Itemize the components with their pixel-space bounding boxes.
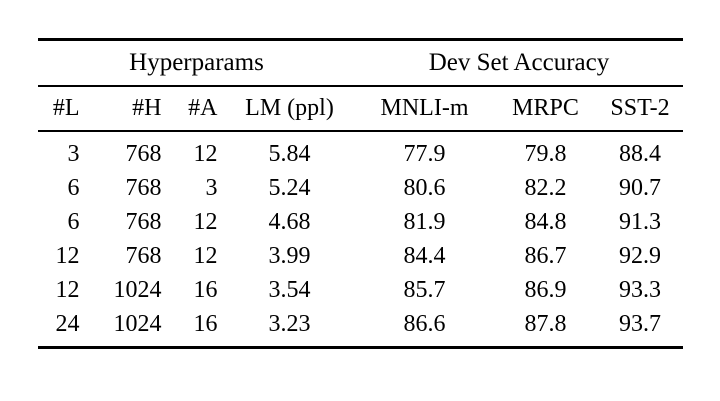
table-cell: 84.8 bbox=[524, 209, 567, 235]
table-cell: 6 bbox=[67, 175, 80, 201]
table-cell: 768 bbox=[125, 141, 162, 167]
group-header-row: Hyperparams Dev Set Accuracy bbox=[37, 39, 683, 87]
table-cell: 768 bbox=[125, 243, 162, 269]
table-cell: 3.23 bbox=[268, 311, 311, 337]
table-cell: 24 bbox=[55, 311, 80, 337]
column-header-lm-ppl: LM (ppl) bbox=[223, 86, 356, 132]
column-header-mrpc: MRPC bbox=[493, 86, 598, 132]
table-cell: 90.7 bbox=[619, 175, 661, 201]
column-header-hidden: #H bbox=[85, 86, 168, 132]
table-cell: 768 bbox=[125, 175, 162, 201]
table-cell: 3 bbox=[67, 141, 80, 167]
table-cell: 86.6 bbox=[403, 311, 446, 337]
table-cell: 12 bbox=[55, 277, 80, 303]
table-cell: 12 bbox=[193, 209, 218, 235]
table-cell: 87.8 bbox=[524, 311, 567, 337]
table-row: 6 768 12 4.68 81.9 84.8 91.3 bbox=[38, 205, 683, 239]
table-cell: 86.7 bbox=[524, 243, 567, 269]
group-header-hyperparams: Hyperparams bbox=[37, 39, 356, 87]
column-header-row: #L #H #A LM (ppl) MNLI-m MRPC SST-2 bbox=[37, 86, 683, 132]
table-cell: 92.9 bbox=[619, 243, 661, 269]
table-cell: 3 bbox=[205, 175, 218, 201]
table-cell: 91.3 bbox=[619, 209, 661, 235]
table-cell: 1024 bbox=[113, 311, 162, 337]
results-table: Hyperparams Dev Set Accuracy #L #H #A LM… bbox=[37, 38, 683, 349]
table-cell: 16 bbox=[193, 311, 218, 337]
table-cell: 79.8 bbox=[524, 141, 567, 167]
table-cell: 82.2 bbox=[524, 175, 567, 201]
table-cell: 77.9 bbox=[403, 141, 446, 167]
table-cell: 16 bbox=[193, 277, 218, 303]
table-row: 3 768 12 5.84 77.9 79.8 88.4 bbox=[38, 131, 683, 171]
table-cell: 81.9 bbox=[403, 209, 446, 235]
table-cell: 4.68 bbox=[268, 209, 311, 235]
page: Hyperparams Dev Set Accuracy #L #H #A LM… bbox=[0, 38, 720, 401]
table-cell: 3.99 bbox=[268, 243, 311, 269]
table-cell: 768 bbox=[125, 209, 162, 235]
table-row: 12 768 12 3.99 84.4 86.7 92.9 bbox=[38, 239, 683, 273]
column-header-attn: #A bbox=[167, 86, 224, 132]
column-header-mnli-m: MNLI-m bbox=[355, 86, 494, 132]
table-cell: 80.6 bbox=[403, 175, 446, 201]
table-cell: 84.4 bbox=[403, 243, 446, 269]
table-cell: 86.9 bbox=[524, 277, 567, 303]
table-cell: 6 bbox=[67, 209, 80, 235]
column-header-sst2: SST-2 bbox=[597, 86, 683, 132]
table-cell: 12 bbox=[193, 141, 218, 167]
table-cell: 5.24 bbox=[268, 175, 311, 201]
table-row: 12 1024 16 3.54 85.7 86.9 93.3 bbox=[38, 273, 683, 307]
table-row: 6 768 3 5.24 80.6 82.2 90.7 bbox=[38, 171, 683, 205]
table-cell: 85.7 bbox=[403, 277, 446, 303]
table-cell: 1024 bbox=[113, 277, 162, 303]
column-header-layers: #L bbox=[37, 86, 86, 132]
table-cell: 3.54 bbox=[268, 277, 311, 303]
table-row: 24 1024 16 3.23 86.6 87.8 93.7 bbox=[38, 307, 683, 348]
table-cell: 93.7 bbox=[619, 311, 661, 337]
group-header-dev-set-accuracy: Dev Set Accuracy bbox=[355, 39, 683, 87]
table-cell: 88.4 bbox=[619, 141, 661, 167]
table-cell: 93.3 bbox=[619, 277, 661, 303]
table-cell: 12 bbox=[55, 243, 80, 269]
table-cell: 5.84 bbox=[268, 141, 311, 167]
table-cell: 12 bbox=[193, 243, 218, 269]
